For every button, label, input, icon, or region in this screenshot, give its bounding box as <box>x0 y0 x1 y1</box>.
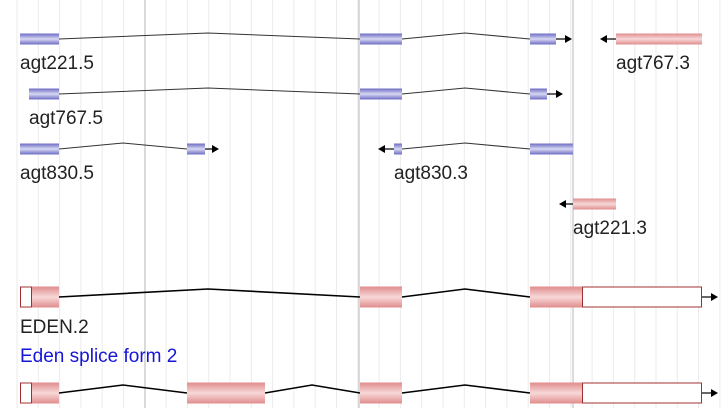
label-eden-2[interactable]: EDEN.2 <box>20 317 89 338</box>
intron-line <box>58 384 188 394</box>
exon-block <box>187 382 265 404</box>
strand-arrow-head-icon <box>711 389 718 397</box>
feature-agt830-5[interactable] <box>20 142 219 155</box>
feature-EDEN-2[interactable] <box>20 286 719 308</box>
utr-block <box>582 286 702 308</box>
strand-arrow-head-icon <box>711 293 718 301</box>
exon-block <box>360 88 402 100</box>
label-agt767-5[interactable]: agt767.5 <box>29 108 103 129</box>
intron-line <box>401 32 531 40</box>
exon-block <box>616 33 702 45</box>
intron-line <box>58 32 361 40</box>
exon-block <box>573 198 616 210</box>
exon-block <box>530 33 556 45</box>
intron-line <box>58 288 361 298</box>
exon-block <box>530 143 573 155</box>
feature-agt221-5[interactable] <box>20 32 572 45</box>
exon-block <box>29 88 59 100</box>
utr-block <box>20 382 32 404</box>
feature-EDEN-3[interactable] <box>20 382 719 404</box>
intron-line <box>58 87 361 95</box>
strand-arrow-head-icon <box>556 90 563 98</box>
feature-agt221-3[interactable] <box>559 198 616 210</box>
label-agt221-3[interactable]: agt221.3 <box>573 218 647 239</box>
exon-block <box>360 286 402 308</box>
intron-line <box>401 288 531 298</box>
label-agt767-3[interactable]: agt767.3 <box>616 53 690 74</box>
intron-line <box>401 87 531 95</box>
strand-arrow-head-icon <box>600 35 607 43</box>
intron-line <box>401 384 531 394</box>
strand-arrow-head-icon <box>212 145 219 153</box>
eden-splice-description: Eden splice form 2 <box>20 346 177 367</box>
utr-block <box>582 382 702 404</box>
feature-agt767-3[interactable] <box>600 33 702 45</box>
strand-arrow-head-icon <box>559 200 566 208</box>
label-agt221-5[interactable]: agt221.5 <box>20 53 94 74</box>
feature-glyphs <box>20 32 719 404</box>
intron-line <box>58 142 188 150</box>
exon-block <box>394 143 402 155</box>
feature-agt830-3[interactable] <box>378 142 573 155</box>
exon-block <box>20 33 59 45</box>
label-agt830-3[interactable]: agt830.3 <box>394 163 468 184</box>
exon-block <box>32 286 59 308</box>
feature-agt767-5[interactable] <box>29 87 563 100</box>
utr-block <box>20 286 32 308</box>
exon-block <box>530 286 582 308</box>
exon-block <box>32 382 59 404</box>
strand-arrow-head-icon <box>378 145 385 153</box>
exon-block <box>530 382 582 404</box>
exon-block <box>360 382 402 404</box>
exon-block <box>187 143 205 155</box>
grid-lines <box>16 0 721 408</box>
strand-arrow-head-icon <box>565 35 572 43</box>
exon-block <box>360 33 402 45</box>
exon-block <box>530 88 547 100</box>
exon-block <box>20 143 59 155</box>
intron-line <box>401 142 531 150</box>
intron-line <box>264 384 361 394</box>
label-agt830-5[interactable]: agt830.5 <box>20 163 94 184</box>
